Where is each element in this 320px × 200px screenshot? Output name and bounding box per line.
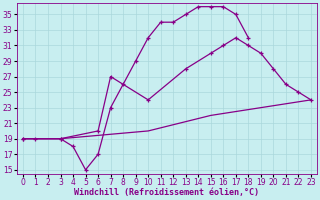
X-axis label: Windchill (Refroidissement éolien,°C): Windchill (Refroidissement éolien,°C) [75, 188, 260, 197]
